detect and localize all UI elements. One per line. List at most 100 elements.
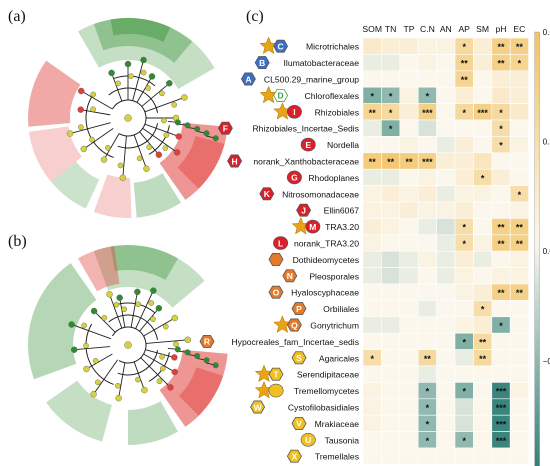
- row-label: Orbiliales: [323, 304, 359, 314]
- heatmap-cell: [454, 86, 474, 104]
- heatmap-cell: [399, 119, 419, 137]
- tree-node: [148, 300, 155, 306]
- heatmap-cell: [436, 283, 456, 301]
- heatmap-cell: [454, 201, 474, 219]
- significance-mark: **: [516, 223, 524, 233]
- significance-mark: **: [369, 157, 377, 167]
- tree-node: [106, 291, 113, 298]
- panel-label-c: (c): [246, 8, 264, 25]
- clade-sector: [28, 263, 97, 380]
- heatmap-cell: [454, 398, 474, 416]
- tree-node: [90, 91, 96, 98]
- clade-sector: [93, 245, 205, 308]
- colorbar-tick-label: 0.02: [543, 247, 550, 256]
- heatmap-cell: [473, 250, 493, 268]
- colorbar: [534, 31, 540, 466]
- significance-mark: *: [481, 305, 485, 315]
- heatmap-cell: [473, 414, 493, 432]
- column-header: TP: [404, 24, 415, 34]
- heatmap-cell: [417, 365, 437, 383]
- heatmap-cell: [436, 431, 456, 449]
- taxon-circle-icon: [300, 137, 316, 152]
- taxon-circle-icon: [286, 105, 302, 119]
- heatmap-cell: [417, 218, 437, 236]
- heatmap-cell: [473, 152, 493, 170]
- taxon-letter: P: [296, 304, 302, 314]
- heatmap-cell: [417, 37, 437, 55]
- heatmap-cell: [509, 365, 529, 383]
- tree-node: [163, 132, 170, 138]
- significance-mark: **: [497, 59, 505, 69]
- clade-sector: [110, 17, 171, 42]
- heatmap-cell: [491, 201, 511, 219]
- significance-mark: *: [426, 387, 430, 397]
- significance-mark: *: [462, 239, 466, 249]
- taxon-letter: L: [278, 238, 283, 248]
- tree-node: [78, 87, 85, 95]
- tree-branch: [144, 123, 179, 137]
- heatmap-cell: [436, 168, 456, 186]
- taxon-letter: B: [259, 58, 265, 68]
- tree-node: [66, 130, 74, 137]
- tree-branch: [119, 297, 126, 328]
- heatmap-cell: [509, 168, 529, 186]
- tree-node: [173, 341, 179, 347]
- tree-node: [184, 336, 191, 343]
- heatmap-cell: [436, 300, 456, 318]
- heatmap-cell: [491, 152, 511, 170]
- tree-branch: [145, 339, 188, 344]
- heatmap-cell: [491, 250, 511, 268]
- tree-branch: [103, 133, 120, 160]
- significance-mark: **: [387, 157, 395, 167]
- heatmap-cell: [473, 119, 493, 137]
- tree-node: [115, 382, 121, 389]
- heatmap-cell: [399, 349, 419, 367]
- heatmap-cell: [399, 414, 419, 432]
- heatmap-cell: [454, 316, 474, 334]
- heatmap-cell: [509, 86, 529, 104]
- heatmap-cell: [399, 103, 419, 121]
- heatmap-cell: [473, 398, 493, 416]
- clade-sector: [78, 245, 120, 292]
- row-label: Tremellomycetes: [294, 386, 359, 396]
- tree-branch: [117, 350, 159, 376]
- row-label: Mrakiaceae: [315, 419, 360, 429]
- column-header: C.N: [420, 24, 435, 34]
- heatmap-cell: [509, 119, 529, 137]
- column-header: SOM: [362, 24, 382, 34]
- tree-node: [160, 365, 166, 372]
- heatmap-cell: [362, 168, 382, 186]
- significance-mark: *: [426, 419, 430, 429]
- significance-mark: *: [389, 91, 393, 101]
- heatmap-cell: [473, 431, 493, 449]
- heatmap-cell: [362, 283, 382, 301]
- row-label: Nordella: [327, 140, 359, 150]
- heatmap-cell: [381, 332, 401, 350]
- significance-mark: **: [405, 157, 413, 167]
- heatmap-cell: [381, 136, 401, 154]
- tree-node: [145, 85, 151, 91]
- row-label: Hyaloscyphaceae: [291, 288, 359, 298]
- significance-mark: ***: [496, 436, 507, 446]
- heatmap-cell: [399, 185, 419, 203]
- heatmap-cell: [381, 283, 401, 301]
- tree-branch: [108, 87, 159, 113]
- heatmap-cell: [491, 447, 511, 465]
- tree-node: [117, 162, 124, 169]
- tree-branch: [85, 323, 114, 385]
- heatmap-cell: [399, 431, 419, 449]
- heatmap-cell: [436, 365, 456, 383]
- heatmap-cell: [417, 54, 437, 72]
- heatmap-cell: [362, 300, 382, 318]
- heatmap-cell: [454, 365, 474, 383]
- taxon-hexagon-icon: [291, 351, 307, 365]
- clade-sector: [159, 349, 228, 427]
- row-label: Nitrosomonadaceae: [282, 189, 359, 199]
- heatmap-cell: [509, 447, 529, 465]
- taxon-letter: E: [305, 140, 311, 150]
- taxon-letter: X: [292, 452, 298, 462]
- tree-node: [212, 135, 219, 142]
- heatmap-cell: [362, 447, 382, 465]
- column-header: SM: [476, 24, 489, 34]
- heatmap-cell: [509, 431, 529, 449]
